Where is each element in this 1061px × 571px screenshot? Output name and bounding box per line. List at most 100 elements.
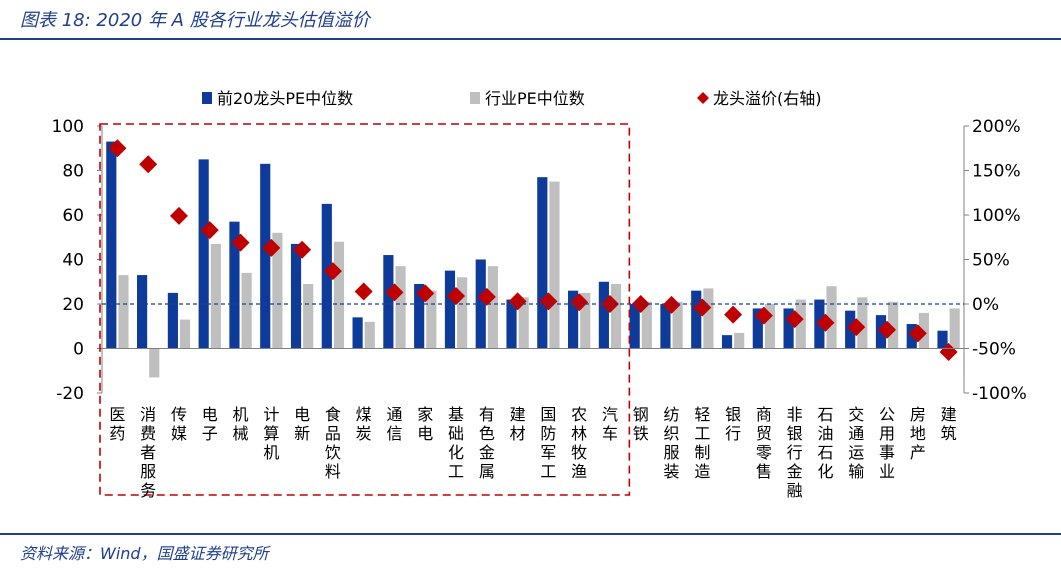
premium-marker	[139, 155, 158, 174]
bar-industry-pe	[272, 232, 283, 349]
category-label: 基础化工	[448, 405, 464, 481]
category-label: 有色金属	[479, 405, 495, 481]
bar-leader-pe	[506, 299, 517, 349]
category-label: 电子	[202, 405, 218, 443]
chart-svg: -20 0 20 40 60 80 100 200% 150% 100% 50% 0% -50% -100…	[52, 89, 1027, 500]
premium-marker	[693, 298, 712, 317]
left-tick-label: 80	[62, 162, 84, 182]
category-label: 商贸零售	[756, 405, 772, 481]
category-label: 银行	[725, 405, 741, 443]
category-label: 计算机	[263, 405, 279, 462]
bar-leader-pe	[229, 221, 240, 349]
premium-marker	[169, 206, 188, 225]
category-label: 国防军工	[540, 405, 556, 481]
category-label: 煤炭	[356, 405, 372, 443]
premium-marker	[508, 292, 527, 311]
category-label: 医药	[109, 405, 125, 443]
premium-marker	[631, 295, 650, 313]
bar-industry-pe	[826, 286, 837, 349]
source-note: 资料来源：Wind，国盛证券研究所	[20, 544, 269, 563]
right-tick-label: -50%	[972, 340, 1016, 360]
premium-marker	[231, 233, 250, 252]
category-label: 石油石化	[817, 405, 833, 481]
bar-industry-pe	[734, 332, 745, 349]
bar-leader-pe	[106, 141, 117, 349]
bar-industry-pe	[672, 301, 683, 349]
category-label: 通信	[386, 405, 402, 443]
bar-leader-pe	[290, 243, 302, 349]
bar-industry-pe	[118, 275, 129, 349]
bar-leader-pe	[783, 308, 794, 349]
bar-industry-pe	[395, 266, 406, 349]
bar-industry-pe	[764, 304, 776, 349]
bar-industry-pe	[487, 266, 498, 349]
category-label: 食品饮料	[325, 405, 341, 481]
premium-marker	[447, 286, 466, 305]
legend-label-industry-pe: 行业PE中位数	[485, 89, 585, 108]
bar-industry-pe	[333, 241, 345, 349]
bar-industry-pe	[795, 299, 806, 349]
bar-industry-pe	[949, 308, 960, 349]
bar-industry-pe	[149, 348, 160, 378]
category-label: 农林牧渔	[571, 405, 587, 481]
bar-leader-pe	[752, 308, 763, 349]
category-labels: 医药消费者服务传媒电子机械计算机电新食品饮料煤炭通信家电基础化工有色金属建材国防…	[109, 405, 956, 500]
legend-swatch-leader-pe	[202, 92, 212, 104]
premium-marker	[908, 324, 927, 343]
premium-marker	[724, 305, 743, 324]
legend-swatch-industry-pe	[470, 92, 480, 104]
bar-leader-pe	[660, 304, 671, 349]
bar-industry-pe	[641, 301, 652, 349]
premium-marker	[108, 139, 127, 158]
category-label: 公用事业	[879, 405, 895, 481]
bar-industry-pe	[179, 319, 191, 349]
premium-marker	[539, 292, 558, 311]
premium-marker	[385, 283, 404, 302]
bar-leader-pe	[137, 275, 148, 349]
legend-label-premium: 龙头溢价(右轴)	[713, 89, 822, 108]
category-label: 交通运输	[848, 405, 864, 481]
premium-marker	[477, 287, 496, 306]
legend-label-leader-pe: 前20龙头PE中位数	[217, 89, 353, 108]
bar-leader-pe	[167, 292, 178, 349]
category-label: 轻工制造	[694, 405, 710, 481]
premium-marker	[939, 343, 958, 362]
markers-group	[108, 139, 958, 362]
category-label: 房地产	[910, 405, 926, 462]
chart-title: 图表 18: 2020 年 A 股各行业龙头估值溢价	[20, 10, 370, 31]
bar-leader-pe	[444, 270, 456, 349]
premium-marker	[323, 262, 342, 281]
bar-industry-pe	[457, 277, 468, 349]
premium-marker	[570, 293, 589, 312]
left-tick-label: 20	[62, 295, 84, 315]
category-label: 建筑	[941, 405, 957, 443]
category-label: 钢铁	[633, 405, 649, 443]
bar-leader-pe	[198, 159, 209, 349]
legend: 前20龙头PE中位数 行业PE中位数 龙头溢价(右轴)	[202, 89, 822, 108]
bar-industry-pe	[210, 243, 221, 349]
right-tick-label: -100%	[972, 384, 1027, 404]
premium-marker	[847, 318, 866, 337]
premium-marker	[293, 240, 312, 259]
left-tick-label: 0	[73, 340, 84, 360]
left-tick-label: -20	[56, 384, 84, 404]
left-tick-label: 100	[52, 117, 84, 137]
bar-leader-pe	[414, 283, 425, 349]
category-label: 汽车	[602, 405, 618, 443]
legend-swatch-premium	[697, 92, 709, 104]
category-label: 建材	[510, 405, 526, 443]
bar-leader-pe	[321, 203, 332, 349]
bar-industry-pe	[580, 292, 591, 349]
category-label: 消费者服务	[140, 405, 156, 500]
bar-leader-pe	[383, 255, 394, 349]
bar-industry-pe	[518, 297, 529, 349]
premium-marker	[262, 238, 281, 257]
premium-marker	[200, 221, 219, 240]
left-tick-label: 60	[62, 206, 84, 226]
premium-marker	[754, 306, 773, 325]
bar-industry-pe	[241, 272, 252, 349]
bar-industry-pe	[703, 288, 714, 349]
bar-leader-pe	[598, 281, 609, 349]
left-tick-label: 40	[62, 251, 84, 271]
bar-leader-pe	[352, 317, 363, 349]
